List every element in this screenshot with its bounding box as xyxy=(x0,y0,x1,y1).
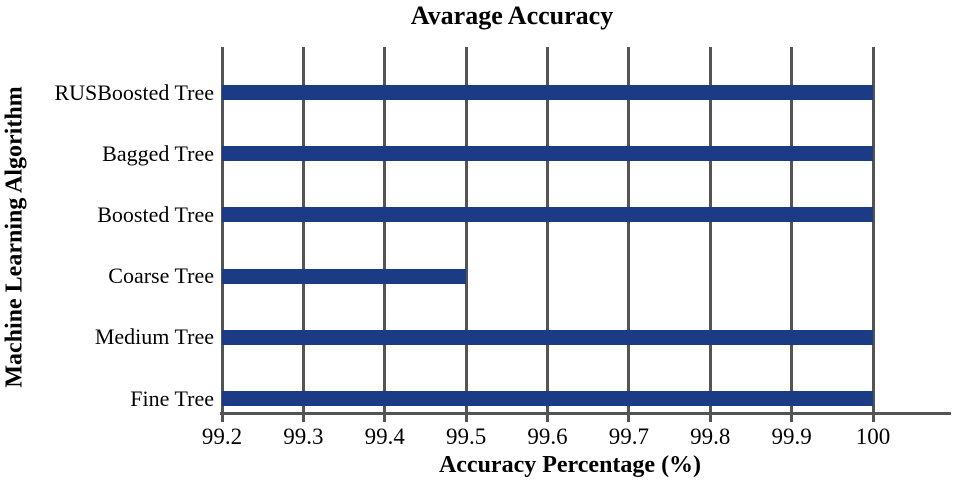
x-tick-mark xyxy=(301,412,305,422)
category-label: RUSBoosted Tree xyxy=(54,79,214,105)
chart-title: Avarage Accuracy xyxy=(410,1,614,30)
grid-line xyxy=(627,47,631,412)
bar xyxy=(222,268,467,284)
x-axis-label: Accuracy Percentage (%) xyxy=(438,452,702,478)
grid-line xyxy=(790,47,794,412)
x-tick-label: 99.5 xyxy=(446,424,487,449)
x-tick-label: 99.4 xyxy=(364,424,405,449)
x-tick-label: 99.7 xyxy=(608,424,649,449)
bar xyxy=(222,85,873,100)
category-label: Bagged Tree xyxy=(102,140,214,166)
bar xyxy=(222,146,873,162)
x-tick-mark xyxy=(464,412,468,422)
x-tick-label: 99.9 xyxy=(771,424,812,449)
category-label: Fine Tree xyxy=(130,385,214,411)
grid-line xyxy=(546,47,549,412)
x-tick-mark xyxy=(546,412,549,422)
grid-line xyxy=(871,47,875,412)
x-tick-label: 99.2 xyxy=(201,424,243,449)
grid-line xyxy=(383,47,387,412)
bar xyxy=(222,207,873,223)
category-label: Medium Tree xyxy=(94,324,214,350)
x-tick-label: 99.6 xyxy=(527,424,568,449)
x-tick-label: 99.8 xyxy=(690,424,731,449)
x-tick-label: 99.3 xyxy=(283,424,324,449)
x-tick-mark xyxy=(220,412,224,422)
grid-line xyxy=(708,47,712,412)
x-tick-mark xyxy=(871,412,875,422)
grid-line xyxy=(301,47,305,412)
x-tick-mark xyxy=(383,412,387,422)
category-label: Coarse Tree xyxy=(108,263,214,289)
category-label: Boosted Tree xyxy=(97,201,214,227)
x-tick-label: 100 xyxy=(855,424,891,449)
grid-line xyxy=(220,47,224,412)
x-tick-mark xyxy=(790,412,794,422)
x-tick-mark xyxy=(708,412,712,422)
x-axis-line xyxy=(220,412,951,415)
bar xyxy=(222,391,873,406)
grid-line xyxy=(464,47,468,412)
bar xyxy=(222,329,873,345)
x-tick-mark xyxy=(627,412,631,422)
